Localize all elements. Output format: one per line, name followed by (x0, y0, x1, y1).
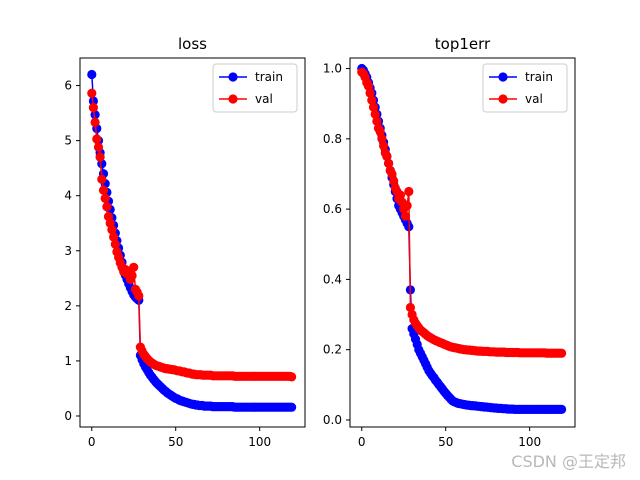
point-val (95, 152, 105, 162)
x-tick-label: 50 (168, 435, 183, 449)
legend-label-train: train (255, 70, 283, 84)
y-tick-label: 0 (64, 409, 72, 423)
chart-title: loss (178, 35, 207, 53)
point-val (400, 211, 410, 221)
point-val (395, 190, 405, 200)
point-val (375, 127, 385, 137)
point-val (405, 302, 415, 313)
y-tick-label: 4 (64, 189, 72, 203)
y-tick-label: 0.2 (323, 343, 342, 357)
point-val (557, 348, 567, 358)
point-val (129, 262, 139, 272)
point-val (109, 232, 119, 242)
point-val (372, 116, 382, 126)
y-tick-label: 5 (64, 134, 72, 148)
y-tick-label: 0.4 (323, 272, 342, 286)
legend-marker-val (498, 94, 508, 104)
point-val (98, 185, 109, 195)
point-val (402, 201, 412, 211)
y-tick-label: 1 (64, 354, 72, 368)
point-val (379, 141, 389, 151)
y-tick-label: 0.8 (323, 132, 342, 146)
point-val (110, 239, 120, 249)
y-tick-label: 6 (64, 79, 72, 93)
point-train (90, 110, 100, 120)
point-train (557, 404, 567, 414)
x-tick-label: 100 (518, 435, 541, 449)
point-train (87, 69, 97, 80)
point-val (368, 102, 379, 112)
point-val (102, 202, 112, 212)
point-val (387, 169, 397, 179)
y-tick-label: 0.6 (323, 202, 342, 216)
legend-marker-val (228, 94, 238, 104)
legend-marker-train (228, 72, 238, 82)
legend-marker-train (498, 72, 508, 82)
point-val (384, 158, 394, 168)
point-val (363, 81, 374, 91)
y-tick-label: 0.0 (323, 413, 342, 427)
x-tick-label: 100 (248, 435, 271, 449)
y-tick-label: 2 (64, 299, 72, 313)
point-val (107, 225, 117, 235)
legend-label-val: val (525, 92, 543, 106)
point-val (97, 174, 107, 184)
point-val (377, 134, 387, 144)
point-val (134, 291, 144, 301)
point-val (92, 134, 102, 144)
point-val (367, 95, 377, 105)
point-val (87, 88, 97, 98)
legend-label-val: val (255, 92, 273, 106)
point-val (382, 151, 392, 161)
loss-subplot: loss 0 50 100 0 1 2 3 4 5 6 train val (64, 35, 306, 449)
legend-label-train: train (525, 70, 553, 84)
y-tick-label: 3 (64, 244, 72, 258)
x-tick-label: 0 (88, 435, 96, 449)
point-val (404, 186, 414, 197)
x-tick-label: 0 (358, 435, 366, 449)
point-val (127, 270, 137, 281)
point-val (389, 176, 399, 186)
point-val (93, 142, 104, 152)
point-val (287, 372, 297, 382)
point-val (100, 193, 110, 203)
point-val (365, 88, 375, 98)
y-tick-label: 1.0 (323, 62, 342, 76)
point-val (90, 117, 100, 127)
point-val (88, 103, 98, 113)
axes-frame (349, 57, 576, 428)
watermark: CSDN @王定邦 (511, 452, 626, 471)
point-train (287, 402, 297, 412)
x-tick-label: 50 (438, 435, 453, 449)
top1err-subplot: top1err 0 50 100 0.0 0.2 0.4 0.6 0.8 1.0 train val (323, 35, 576, 449)
axes-frame (79, 57, 306, 428)
point-val (370, 109, 380, 119)
chart-title: top1err (435, 35, 491, 53)
